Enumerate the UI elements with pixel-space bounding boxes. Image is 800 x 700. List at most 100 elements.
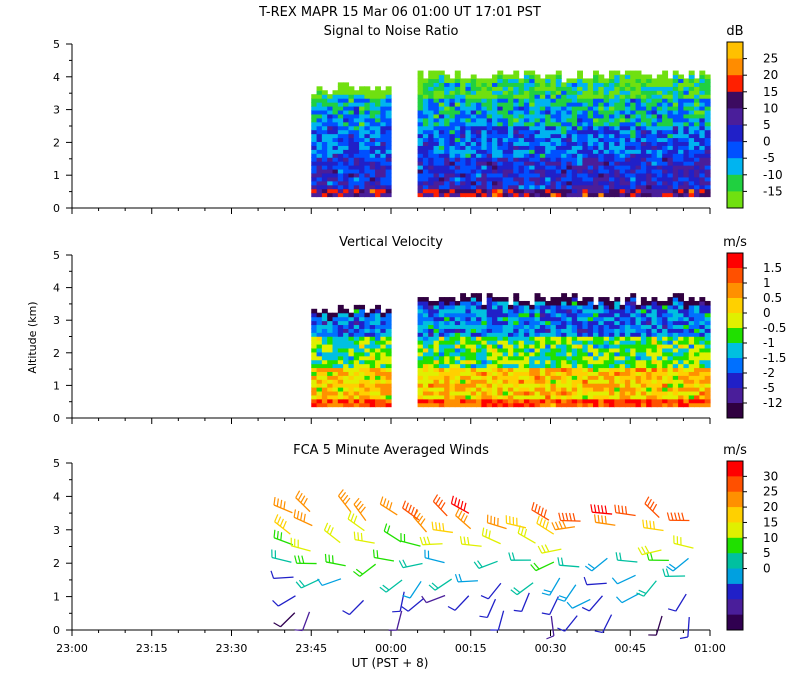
heatmap-cell bbox=[694, 351, 700, 357]
heatmap-cell bbox=[460, 347, 467, 353]
heatmap-cell bbox=[470, 149, 477, 154]
heatmap-cell bbox=[321, 320, 328, 326]
heatmap-cell bbox=[545, 304, 552, 310]
heatmap-cell bbox=[683, 192, 690, 198]
heatmap-cell bbox=[688, 390, 695, 396]
heatmap-cell bbox=[332, 161, 339, 166]
heatmap-cell bbox=[587, 332, 594, 337]
heatmap-cell bbox=[545, 168, 552, 174]
heatmap-cell bbox=[651, 343, 658, 349]
heatmap-cell bbox=[640, 161, 647, 166]
heatmap-cell bbox=[518, 133, 525, 139]
heatmap-cell bbox=[481, 113, 488, 119]
heatmap-cell bbox=[683, 109, 690, 115]
heatmap-cell bbox=[444, 297, 451, 302]
heatmap-cell bbox=[582, 332, 589, 337]
heatmap-cell bbox=[502, 355, 509, 361]
heatmap-cell bbox=[539, 165, 546, 170]
heatmap-cell bbox=[348, 86, 355, 91]
heatmap-cell bbox=[577, 316, 583, 322]
heatmap-cell bbox=[598, 98, 605, 103]
heatmap-cell bbox=[555, 176, 562, 182]
heatmap-cell bbox=[460, 90, 467, 95]
heatmap-cell bbox=[433, 157, 440, 162]
heatmap-cell bbox=[438, 94, 445, 99]
heatmap-cell bbox=[704, 172, 711, 178]
heatmap-cell bbox=[656, 379, 663, 384]
heatmap-cell bbox=[470, 102, 477, 107]
heatmap-cell bbox=[587, 308, 594, 314]
heatmap-cell bbox=[375, 390, 381, 396]
heatmap-cell bbox=[438, 165, 445, 170]
x-axis-label: UT (PST + 8) bbox=[352, 656, 429, 670]
heatmap-cell bbox=[662, 180, 669, 186]
heatmap-cell bbox=[518, 359, 525, 365]
heatmap-cell bbox=[640, 145, 647, 150]
heatmap-cell bbox=[369, 113, 376, 119]
heatmap-cell bbox=[561, 316, 568, 322]
heatmap-cell bbox=[662, 332, 669, 337]
heatmap-cell bbox=[603, 153, 610, 158]
heatmap-cell bbox=[497, 141, 504, 146]
heatmap-cell bbox=[582, 367, 589, 372]
heatmap-cell bbox=[683, 387, 690, 392]
heatmap-cell bbox=[603, 316, 610, 322]
heatmap-cell bbox=[454, 172, 461, 178]
heatmap-cell bbox=[417, 149, 424, 154]
heatmap-cell bbox=[422, 129, 429, 135]
heatmap-cell bbox=[492, 188, 498, 194]
heatmap-cell bbox=[550, 121, 557, 127]
heatmap-cell bbox=[492, 145, 498, 150]
heatmap-cell bbox=[678, 102, 685, 107]
heatmap-cell bbox=[449, 351, 456, 357]
heatmap-cell bbox=[656, 375, 663, 380]
heatmap-cell bbox=[348, 363, 355, 369]
heatmap-cell bbox=[460, 105, 467, 111]
heatmap-cell bbox=[624, 74, 631, 80]
heatmap-cell bbox=[651, 176, 658, 182]
heatmap-cell bbox=[359, 98, 366, 103]
heatmap-cell bbox=[539, 351, 546, 357]
heatmap-cell bbox=[523, 149, 530, 154]
heatmap-cell bbox=[337, 94, 344, 99]
heatmap-cell bbox=[497, 184, 504, 190]
heatmap-cell bbox=[433, 137, 440, 143]
heatmap-cell bbox=[518, 161, 525, 166]
heatmap-cell bbox=[422, 153, 429, 158]
heatmap-cell bbox=[656, 94, 663, 99]
heatmap-cell bbox=[694, 109, 700, 115]
heatmap-cell bbox=[385, 332, 392, 337]
heatmap-cell bbox=[683, 359, 690, 365]
heatmap-cell bbox=[359, 184, 366, 190]
heatmap-cell bbox=[417, 90, 424, 95]
heatmap-cell bbox=[683, 328, 690, 333]
heatmap-cell bbox=[619, 161, 626, 166]
wind-barb-flag bbox=[540, 507, 544, 516]
heatmap-cell bbox=[571, 312, 578, 318]
heatmap-cell bbox=[662, 192, 669, 198]
heatmap-cell bbox=[460, 304, 467, 310]
heatmap-cell bbox=[534, 94, 541, 99]
heatmap-cell bbox=[619, 332, 626, 337]
x-tick-label: 23:15 bbox=[136, 642, 168, 655]
heatmap-cell bbox=[550, 316, 557, 322]
wind-barb-flag bbox=[357, 532, 360, 541]
heatmap-cell bbox=[614, 297, 621, 302]
heatmap-cell bbox=[683, 98, 690, 103]
heatmap-cell bbox=[486, 383, 493, 388]
heatmap-cell bbox=[417, 74, 424, 80]
heatmap-cell bbox=[422, 383, 429, 388]
heatmap-cell bbox=[470, 312, 477, 318]
heatmap-cell bbox=[593, 340, 599, 345]
heatmap-cell bbox=[470, 192, 477, 198]
heatmap-cell bbox=[449, 176, 456, 182]
heatmap-cell bbox=[321, 367, 328, 372]
heatmap-cell bbox=[566, 176, 573, 182]
heatmap-cell bbox=[359, 117, 366, 123]
heatmap-cell bbox=[651, 387, 658, 392]
heatmap-cell bbox=[635, 312, 642, 318]
heatmap-cell bbox=[454, 117, 461, 123]
heatmap-cell bbox=[523, 328, 530, 333]
heatmap-cell bbox=[678, 121, 685, 127]
heatmap-cell bbox=[428, 387, 435, 392]
